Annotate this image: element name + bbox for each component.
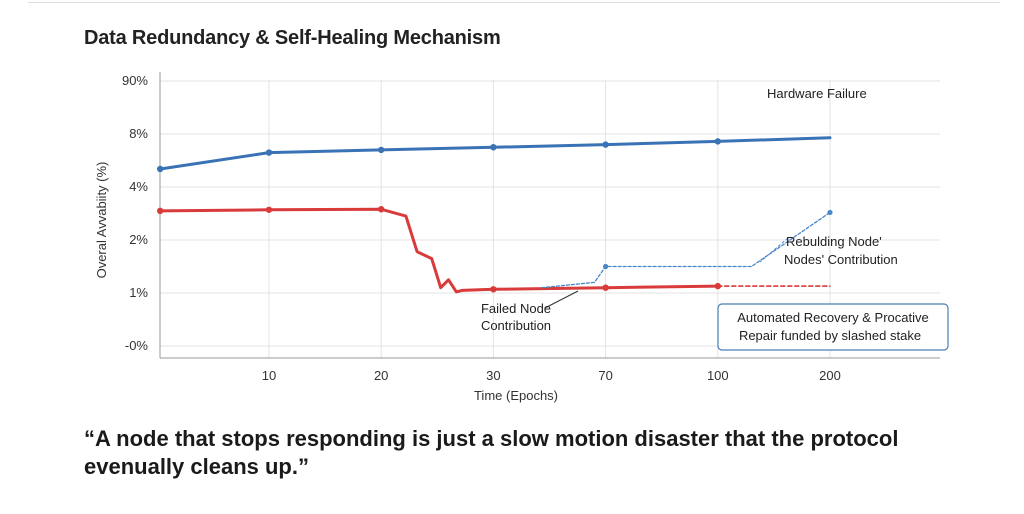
y-axis-title: Overal Avvabiity (%) <box>94 162 109 279</box>
x-tick-label: 70 <box>598 368 612 383</box>
annotation-hardware-failure: Hardware Failure <box>767 86 867 101</box>
availability-line <box>158 136 832 171</box>
availability-line-point <box>714 138 721 145</box>
axes <box>159 72 940 359</box>
y-ticks: -0% 1% 2% 4% 8% 90% <box>122 73 148 353</box>
annotation-recovery-line2: Repair funded by slashed stake <box>739 328 921 343</box>
annotation-rebuild-line2: Nodes' Contribution <box>784 252 898 267</box>
availability-line-point <box>156 165 164 173</box>
failed-node-line <box>158 207 720 294</box>
availability-line-point <box>265 149 273 156</box>
y-tick-label: 90% <box>122 73 148 88</box>
x-ticks: 10 20 30 70 100 200 <box>262 368 841 383</box>
failed-node-line-point <box>490 286 497 293</box>
rebuild-leader-line <box>759 237 789 263</box>
chart-title: Data Redundancy & Self-Healing Mechanism <box>84 27 501 49</box>
annotation-recovery-line1: Automated Recovery & Procative <box>737 310 928 325</box>
annotation-failed-line2: Contribution <box>481 318 551 333</box>
x-tick-label: 100 <box>707 368 729 383</box>
series <box>156 136 833 294</box>
rebuild-node-line-point <box>603 263 609 270</box>
failed-node-line-point <box>602 284 609 291</box>
x-tick-label: 200 <box>819 368 841 383</box>
failed-node-line-point <box>378 206 385 213</box>
recovery-callout-box <box>717 303 949 351</box>
y-tick-label: 8% <box>129 126 148 141</box>
failed-node-line-point <box>156 207 164 215</box>
line-chart: -0% 1% 2% 4% 8% 90% 10 20 30 70 100 200 Time (Epoc… <box>94 72 949 403</box>
availability-line-point <box>378 146 385 154</box>
failed-leader-line <box>544 290 579 309</box>
x-tick-label: 30 <box>486 368 500 383</box>
footer-quote: “A node that stops responding is just a … <box>84 426 899 479</box>
y-tick-label: -0% <box>125 338 149 353</box>
failed-node-line-point <box>265 206 273 213</box>
availability-line-point <box>490 144 497 151</box>
x-tick-label: 20 <box>374 368 388 383</box>
rebuild-node-line <box>540 211 831 289</box>
availability-line-point <box>602 141 609 148</box>
x-tick-label: 10 <box>262 368 276 383</box>
annotation-failed-line1: Failed Node <box>481 301 551 316</box>
x-axis-title: Time (Epochs) <box>474 388 558 403</box>
top-divider <box>28 2 1000 3</box>
y-tick-label: 1% <box>129 285 148 300</box>
annotation-rebuild-line1: Rebulding Node' <box>786 234 882 249</box>
rebuild-node-line-point <box>827 209 833 216</box>
y-tick-label: 4% <box>129 179 148 194</box>
y-tick-label: 2% <box>129 232 148 247</box>
